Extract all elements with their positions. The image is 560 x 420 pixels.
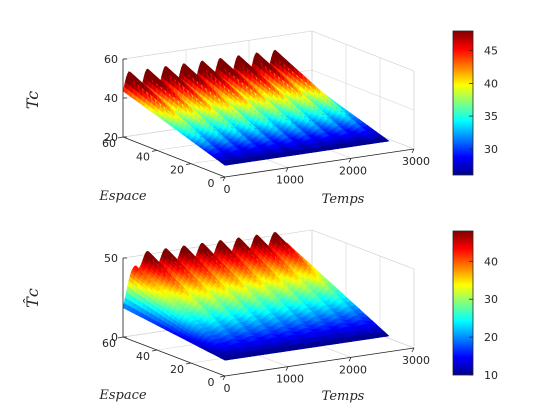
colorbar: 30 35 40 45 <box>452 30 498 176</box>
x-axis-label: Temps <box>322 192 365 207</box>
y-tick-mark <box>185 163 192 166</box>
box-edge <box>122 30 313 60</box>
y-tick-mark <box>117 136 124 139</box>
y-tick-label: 40 <box>136 150 150 163</box>
colorbar-tick-label: 45 <box>484 45 498 58</box>
z-tick-label: 40 <box>104 92 118 105</box>
x-tick-label: 3000 <box>402 155 430 168</box>
colorbar-tick-label: 40 <box>484 77 498 90</box>
colorbar-tick-label: 30 <box>484 143 498 156</box>
y-tick-mark <box>151 149 158 152</box>
surface-mesh <box>122 231 390 361</box>
colorbar-gradient <box>452 30 474 176</box>
x-tick-label: 2000 <box>339 164 367 177</box>
colorbar-tick-label: 35 <box>484 110 498 123</box>
y-tick-label: 0 <box>208 177 215 190</box>
y-axis-label: Espace <box>98 189 147 204</box>
z-axis-label: Tc <box>23 91 42 109</box>
z-tick-label: 60 <box>104 53 118 66</box>
surface-mesh <box>122 49 390 166</box>
x-tick-label: 1000 <box>276 174 304 187</box>
box-edge <box>311 229 415 270</box>
box-edge <box>311 30 415 72</box>
y-tick-label: 20 <box>170 164 184 177</box>
x-tick-label: 0 <box>224 183 231 196</box>
z-tick-label: 20 <box>104 131 118 144</box>
